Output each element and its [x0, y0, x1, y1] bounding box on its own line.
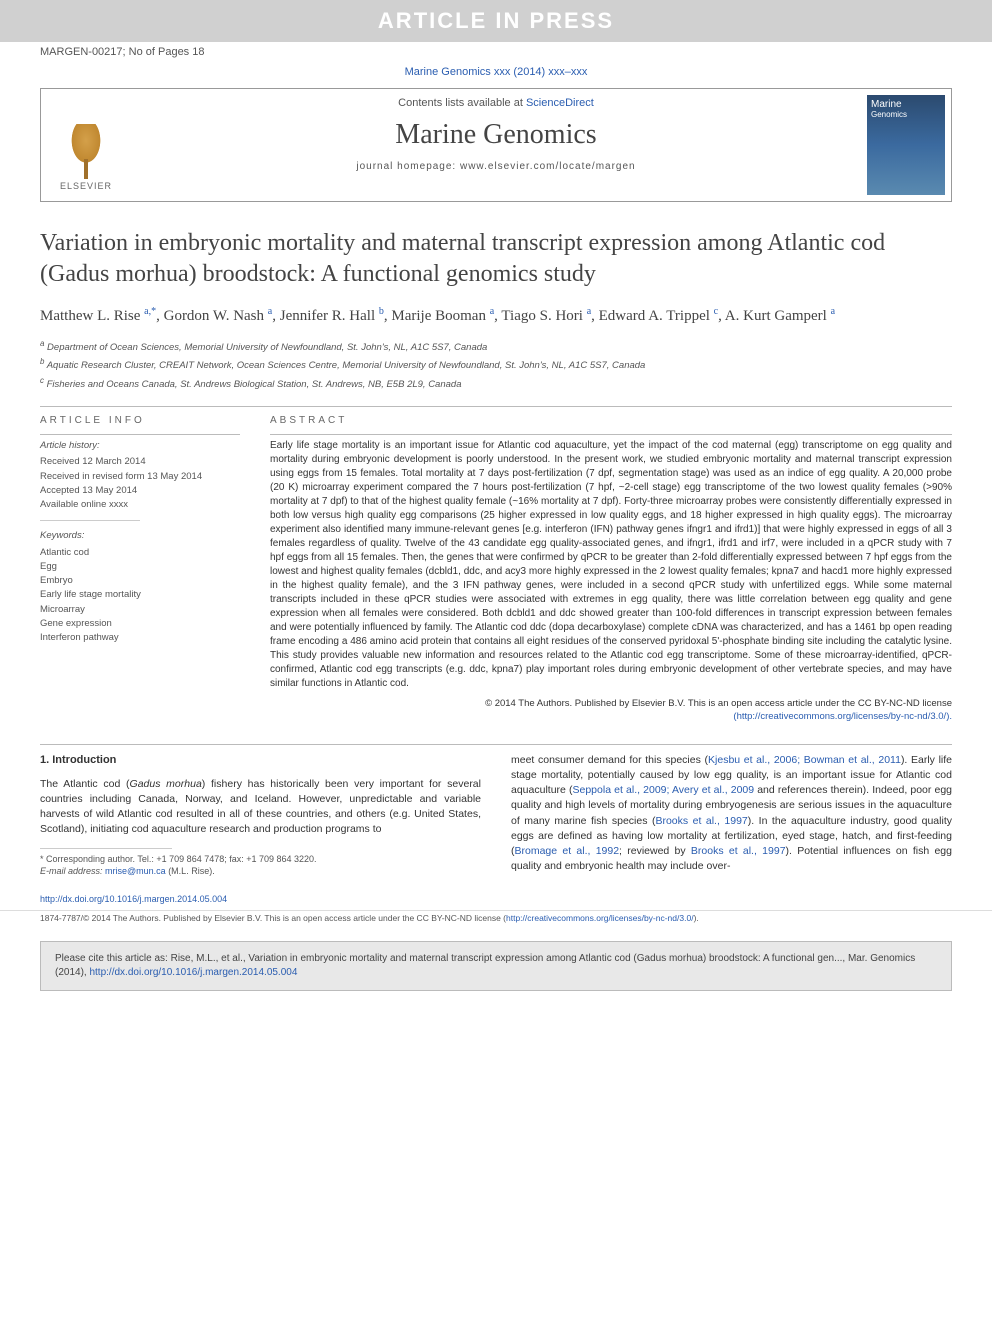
intro-col-right: meet consumer demand for this species (K… — [511, 753, 952, 878]
license-link[interactable]: (http://creativecommons.org/licenses/by-… — [733, 711, 952, 722]
affiliations: a Department of Ocean Sciences, Memorial… — [40, 338, 952, 392]
citation-box: Please cite this article as: Rise, M.L.,… — [40, 941, 952, 991]
journal-issue-link[interactable]: Marine Genomics xxx (2014) xxx–xxx — [405, 66, 588, 78]
footer-copyright: 1874-7787/© 2014 The Authors. Published … — [0, 911, 992, 931]
elsevier-logo: ELSEVIER — [51, 111, 121, 191]
journal-header-box: ELSEVIER Contents lists available at Sci… — [40, 88, 952, 202]
article-history: Received 12 March 2014Received in revise… — [40, 455, 240, 512]
cite-doi-link[interactable]: http://dx.doi.org/10.1016/j.margen.2014.… — [89, 967, 297, 978]
history-label: Article history: — [40, 439, 240, 453]
article-info-column: article info Article history: Received 1… — [40, 415, 240, 724]
journal-name: Marine Genomics — [131, 119, 861, 151]
article-info-label: article info — [40, 415, 240, 426]
keywords-label: Keywords: — [40, 529, 240, 543]
doi-link[interactable]: http://dx.doi.org/10.1016/j.margen.2014.… — [40, 894, 227, 904]
corresponding-author-footnote: * Corresponding author. Tel.: +1 709 864… — [40, 853, 481, 878]
abstract-column: abstract Early life stage mortality is a… — [270, 415, 952, 724]
abstract-text: Early life stage mortality is an importa… — [270, 439, 952, 691]
publisher-name: ELSEVIER — [60, 181, 112, 191]
authors: Matthew L. Rise a,*, Gordon W. Nash a, J… — [40, 304, 952, 328]
journal-cover-thumb: Marine Genomics — [867, 95, 945, 195]
contents-available: Contents lists available at ScienceDirec… — [131, 97, 861, 109]
publisher-logo-area: ELSEVIER — [41, 89, 131, 201]
sciencedirect-link[interactable]: ScienceDirect — [526, 97, 594, 109]
article-ref: MARGEN-00217; No of Pages 18 — [40, 46, 204, 58]
article-in-press-banner: ARTICLE IN PRESS — [0, 0, 992, 42]
article-title: Variation in embryonic mortality and mat… — [40, 228, 952, 290]
intro-heading: 1. Introduction — [40, 753, 481, 769]
divider — [40, 406, 952, 407]
abstract-label: abstract — [270, 415, 952, 426]
footer-doi: http://dx.doi.org/10.1016/j.margen.2014.… — [0, 888, 992, 911]
intro-para-1: The Atlantic cod (Gadus morhua) fishery … — [40, 777, 481, 838]
email-link[interactable]: mrise@mun.ca — [105, 866, 166, 876]
elsevier-tree-icon — [61, 124, 111, 179]
journal-cover-area: Marine Genomics — [861, 89, 951, 201]
keywords: Atlantic codEggEmbryoEarly life stage mo… — [40, 546, 240, 646]
intro-col-left: 1. Introduction The Atlantic cod (Gadus … — [40, 753, 481, 878]
footer-license-link[interactable]: http://creativecommons.org/licenses/by-n… — [506, 913, 694, 923]
intro-para-2: meet consumer demand for this species (K… — [511, 753, 952, 875]
journal-homepage: journal homepage: www.elsevier.com/locat… — [131, 161, 861, 172]
abstract-copyright: © 2014 The Authors. Published by Elsevie… — [270, 697, 952, 724]
